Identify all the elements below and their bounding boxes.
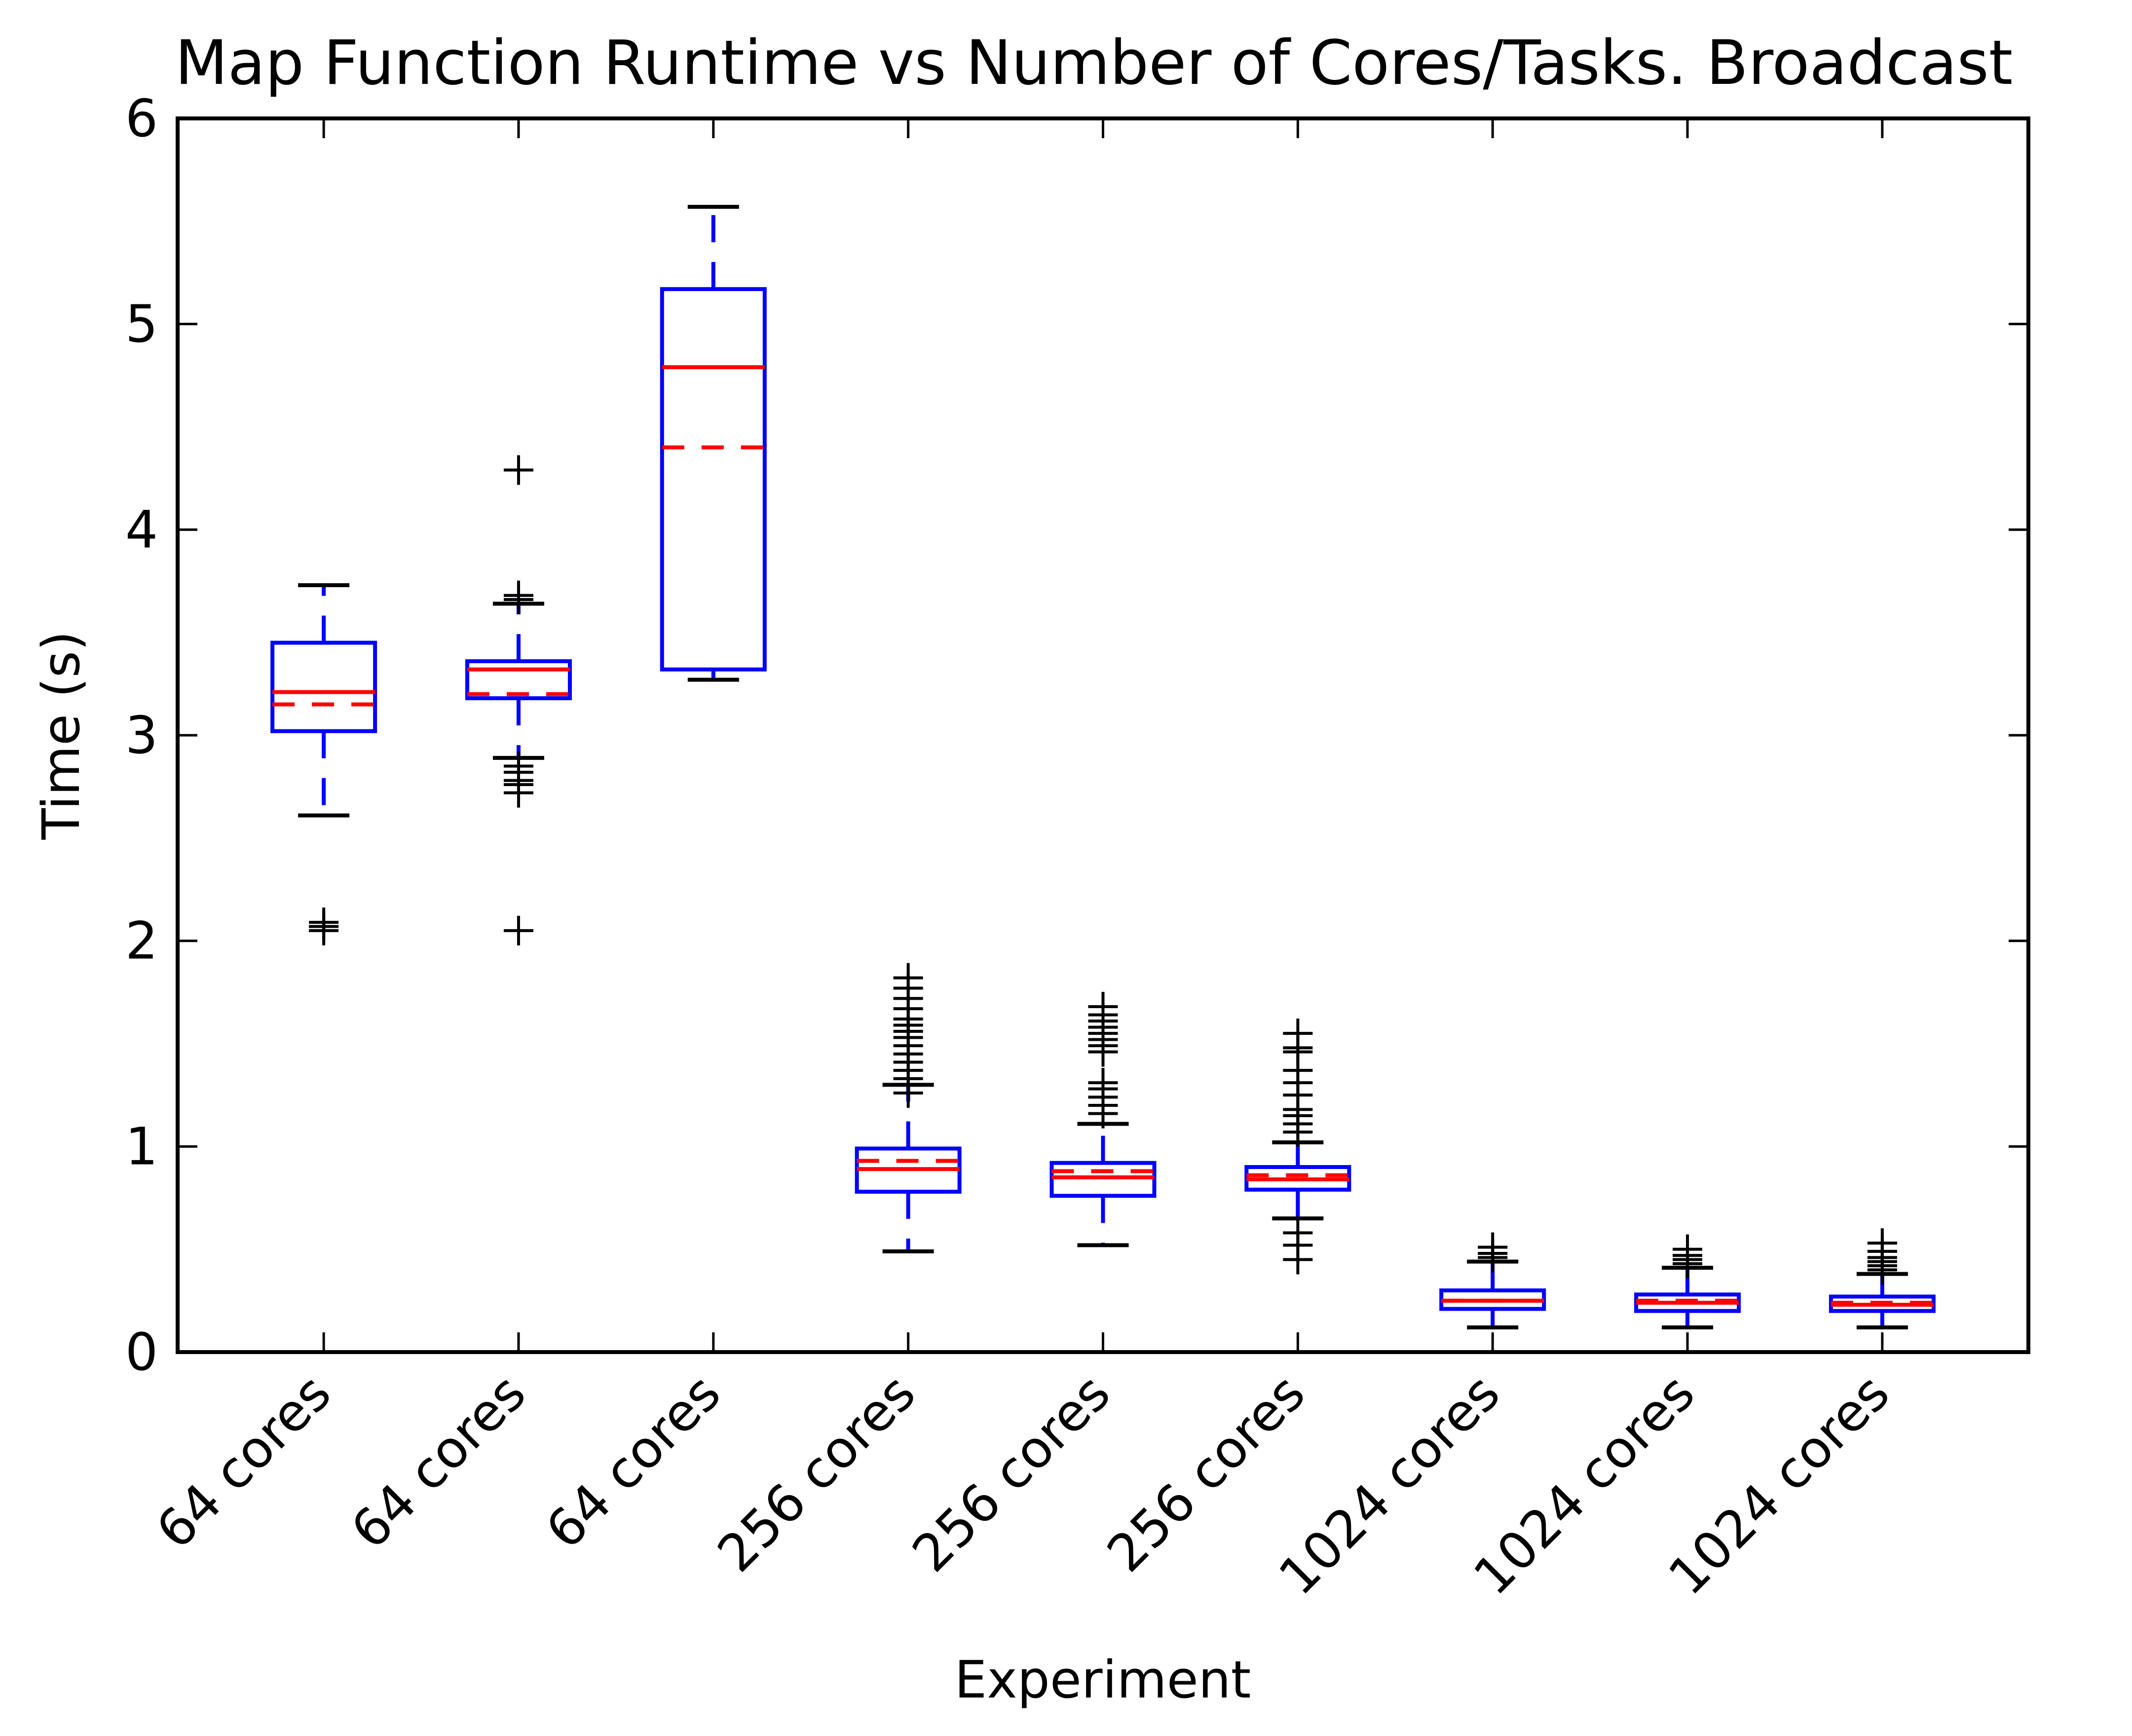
flier-marker [503, 751, 533, 781]
box-iqr [660, 287, 767, 672]
box-group-0 [270, 583, 377, 945]
y-tick-label-6: 6 [125, 88, 158, 149]
flier-marker [1283, 1019, 1313, 1049]
boxes-layer [270, 205, 1936, 1329]
box-iqr [465, 659, 572, 700]
x-axis-label: Experiment [955, 1650, 1251, 1710]
flier-marker [503, 580, 533, 610]
box-iqr [1049, 1161, 1157, 1198]
box-group-8 [1829, 1228, 1936, 1329]
y-tick-label-5: 5 [125, 294, 158, 354]
y-tick-label-0: 0 [125, 1322, 158, 1382]
box-group-5 [1244, 1019, 1351, 1275]
y-tick-label-1: 1 [125, 1116, 158, 1176]
y-axis-label: Time (s) [31, 631, 91, 840]
y-tick-label-3: 3 [125, 705, 158, 765]
flier-marker [1283, 1218, 1313, 1248]
flier-marker [893, 963, 923, 993]
box-group-4 [1049, 992, 1157, 1247]
box-group-3 [855, 963, 962, 1253]
box-group-2 [660, 205, 767, 682]
flier-marker [1088, 1068, 1118, 1098]
flier-marker [503, 455, 533, 485]
box-iqr [270, 641, 377, 733]
y-tick-label-4: 4 [125, 499, 158, 560]
flier-marker [1478, 1232, 1508, 1262]
box-group-6 [1439, 1232, 1546, 1329]
box-group-1 [465, 455, 572, 945]
chart-title: Map Function Runtime vs Number of Cores/… [175, 28, 2013, 99]
flier-marker [309, 907, 339, 938]
flier-marker [1088, 992, 1118, 1021]
y-tick-label-2: 2 [125, 911, 158, 971]
flier-marker [503, 915, 533, 945]
plot-frame [176, 116, 2030, 1354]
flier-marker [1673, 1234, 1703, 1264]
flier-marker [1867, 1228, 1897, 1258]
box-group-7 [1634, 1234, 1741, 1329]
